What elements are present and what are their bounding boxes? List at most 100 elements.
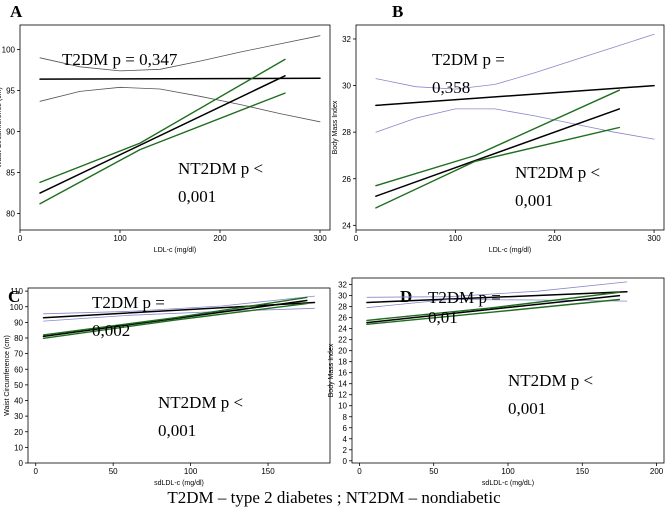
annotation-t2dm: 0,358 bbox=[432, 78, 470, 97]
series-line-t2dm-fit bbox=[39, 77, 321, 80]
y-tick-label: 10 bbox=[338, 402, 347, 411]
series-line-t2dm-ci-lower bbox=[366, 299, 628, 309]
y-tick-label: 20 bbox=[14, 428, 23, 437]
series-line-t2dm-fit bbox=[366, 291, 628, 304]
y-tick-label: 4 bbox=[343, 435, 348, 444]
x-tick-label: 150 bbox=[261, 467, 275, 476]
series-line-nt2dm-ci-upper bbox=[42, 296, 308, 336]
x-tick-label: 100 bbox=[184, 467, 198, 476]
series-line-t2dm-ci-upper bbox=[39, 35, 321, 72]
series-line-t2dm-ci-upper bbox=[366, 281, 628, 298]
y-axis-label: Body Mass Index bbox=[328, 343, 335, 397]
x-tick-label: 100 bbox=[449, 234, 463, 243]
y-tick-label: 95 bbox=[6, 87, 15, 96]
series-line-nt2dm-ci-upper bbox=[366, 291, 621, 322]
x-axis-label: LDL-c (mg/dl) bbox=[489, 247, 531, 254]
annotation-nt2dm: NT2DM p < bbox=[508, 371, 593, 390]
y-tick-label: 32 bbox=[342, 35, 351, 44]
y-tick-label: 10 bbox=[14, 443, 23, 452]
x-tick-label: 50 bbox=[109, 467, 118, 476]
panel-letter: A bbox=[10, 2, 23, 21]
annotation-t2dm: T2DM p = 0,347 bbox=[62, 50, 178, 69]
y-tick-label: 16 bbox=[338, 369, 347, 378]
series-line-nt2dm-ci-lower bbox=[39, 92, 286, 205]
annotation-nt2dm: 0,001 bbox=[508, 399, 546, 418]
y-tick-label: 8 bbox=[343, 413, 348, 422]
y-tick-label: 85 bbox=[6, 169, 15, 178]
y-tick-label: 110 bbox=[10, 287, 23, 296]
y-tick-label: 22 bbox=[338, 336, 347, 345]
series-line-t2dm-fit bbox=[375, 84, 655, 107]
x-axis-label: sdLDL-c (mg/dl) bbox=[154, 480, 204, 487]
annotation-t2dm: 0,01 bbox=[428, 308, 458, 327]
panel-a: A 0 100 200 300 80 85 90 95 100 LDL-c (mg/dl) Waist… bbox=[0, 2, 331, 254]
series-line-nt2dm-fit bbox=[366, 294, 621, 324]
y-tick-label: 30 bbox=[338, 292, 347, 301]
x-tick-label: 0 bbox=[34, 467, 39, 476]
series-line-nt2dm-ci-lower bbox=[375, 126, 620, 209]
y-axis-label: Waist Circumference (cm) bbox=[4, 335, 11, 416]
y-tick-label: 90 bbox=[14, 318, 23, 327]
y-tick-label: 30 bbox=[14, 412, 23, 421]
series-line-nt2dm-fit bbox=[42, 299, 308, 338]
annotation-nt2dm: NT2DM p < bbox=[515, 163, 600, 182]
y-tick-label: 100 bbox=[10, 303, 24, 312]
y-tick-label: 90 bbox=[6, 128, 15, 137]
series-line-nt2dm-ci-lower bbox=[42, 302, 308, 339]
annotation-t2dm: T2DM p = bbox=[432, 50, 505, 69]
y-tick-label: 12 bbox=[338, 391, 347, 400]
y-tick-label: 18 bbox=[338, 358, 347, 367]
y-axis-label: Body Mass Index bbox=[332, 100, 339, 154]
plot-frame bbox=[19, 24, 331, 231]
annotation-nt2dm: NT2DM p < bbox=[178, 159, 263, 178]
y-axis-label: Waist Circumference (cm) bbox=[0, 87, 3, 168]
x-tick-label: 300 bbox=[313, 234, 327, 243]
annotation-nt2dm: NT2DM p < bbox=[158, 393, 243, 412]
y-tick-label: 14 bbox=[338, 380, 347, 389]
x-tick-label: 50 bbox=[429, 467, 438, 476]
x-tick-label: 0 bbox=[18, 234, 23, 243]
y-tick-label: 100 bbox=[2, 46, 16, 55]
panel-d: D0 50 100 150 200024681012141618202224262830… bbox=[328, 277, 665, 487]
series-line-t2dm-ci-lower bbox=[43, 307, 315, 322]
y-tick-label: 26 bbox=[342, 175, 351, 184]
y-tick-label: 32 bbox=[338, 281, 347, 290]
y-tick-label: 70 bbox=[14, 350, 23, 359]
x-axis-label: sdLDL-c (mg/dL) bbox=[482, 480, 534, 487]
x-tick-label: 100 bbox=[113, 234, 127, 243]
x-tick-label: 300 bbox=[647, 234, 661, 243]
y-tick-label: 30 bbox=[342, 82, 351, 91]
panel-c: C 0 50 100 150 0 10 20 30 40 50 60 70 80 90 100 110 sdLDL… bbox=[4, 287, 331, 487]
x-tick-label: 100 bbox=[501, 467, 515, 476]
x-tick-label: 0 bbox=[354, 234, 359, 243]
y-tick-label: 2 bbox=[343, 446, 348, 455]
annotation-nt2dm: 0,001 bbox=[158, 421, 196, 440]
y-tick-label: 40 bbox=[14, 397, 23, 406]
y-tick-label: 0 bbox=[19, 459, 24, 468]
panel-letter: C bbox=[8, 287, 20, 306]
y-tick-label: 26 bbox=[338, 314, 347, 323]
y-tick-label: 20 bbox=[338, 347, 347, 356]
figure-caption: T2DM – type 2 diabetes ; NT2DM – nondiab… bbox=[167, 488, 501, 507]
series-line-nt2dm-ci-upper bbox=[375, 89, 620, 187]
series-line-nt2dm-ci-lower bbox=[366, 298, 621, 325]
annotation-nt2dm: 0,001 bbox=[515, 191, 553, 210]
panel-b: B 0 100 200 300 24 26 28 30 32 LDL-c (mg/dl) Body M… bbox=[332, 2, 665, 254]
series-line-t2dm-ci-upper bbox=[43, 295, 315, 315]
annotation-nt2dm: 0,001 bbox=[178, 187, 216, 206]
series-line-nt2dm-fit bbox=[375, 108, 621, 197]
series-line-t2dm-ci-lower bbox=[39, 86, 321, 123]
x-tick-label: 200 bbox=[548, 234, 562, 243]
series-line-t2dm-ci-lower bbox=[375, 108, 655, 140]
y-tick-label: 60 bbox=[14, 365, 23, 374]
x-tick-label: 200 bbox=[650, 467, 664, 476]
annotation-t2dm: T2DM p = bbox=[428, 288, 501, 307]
y-tick-label: 80 bbox=[6, 210, 15, 219]
x-tick-label: 0 bbox=[357, 467, 362, 476]
y-tick-label: 28 bbox=[338, 303, 347, 312]
y-tick-label: 6 bbox=[343, 424, 348, 433]
y-tick-label: 80 bbox=[14, 334, 23, 343]
y-tick-label: 28 bbox=[342, 128, 351, 137]
y-tick-label: 50 bbox=[14, 381, 23, 390]
